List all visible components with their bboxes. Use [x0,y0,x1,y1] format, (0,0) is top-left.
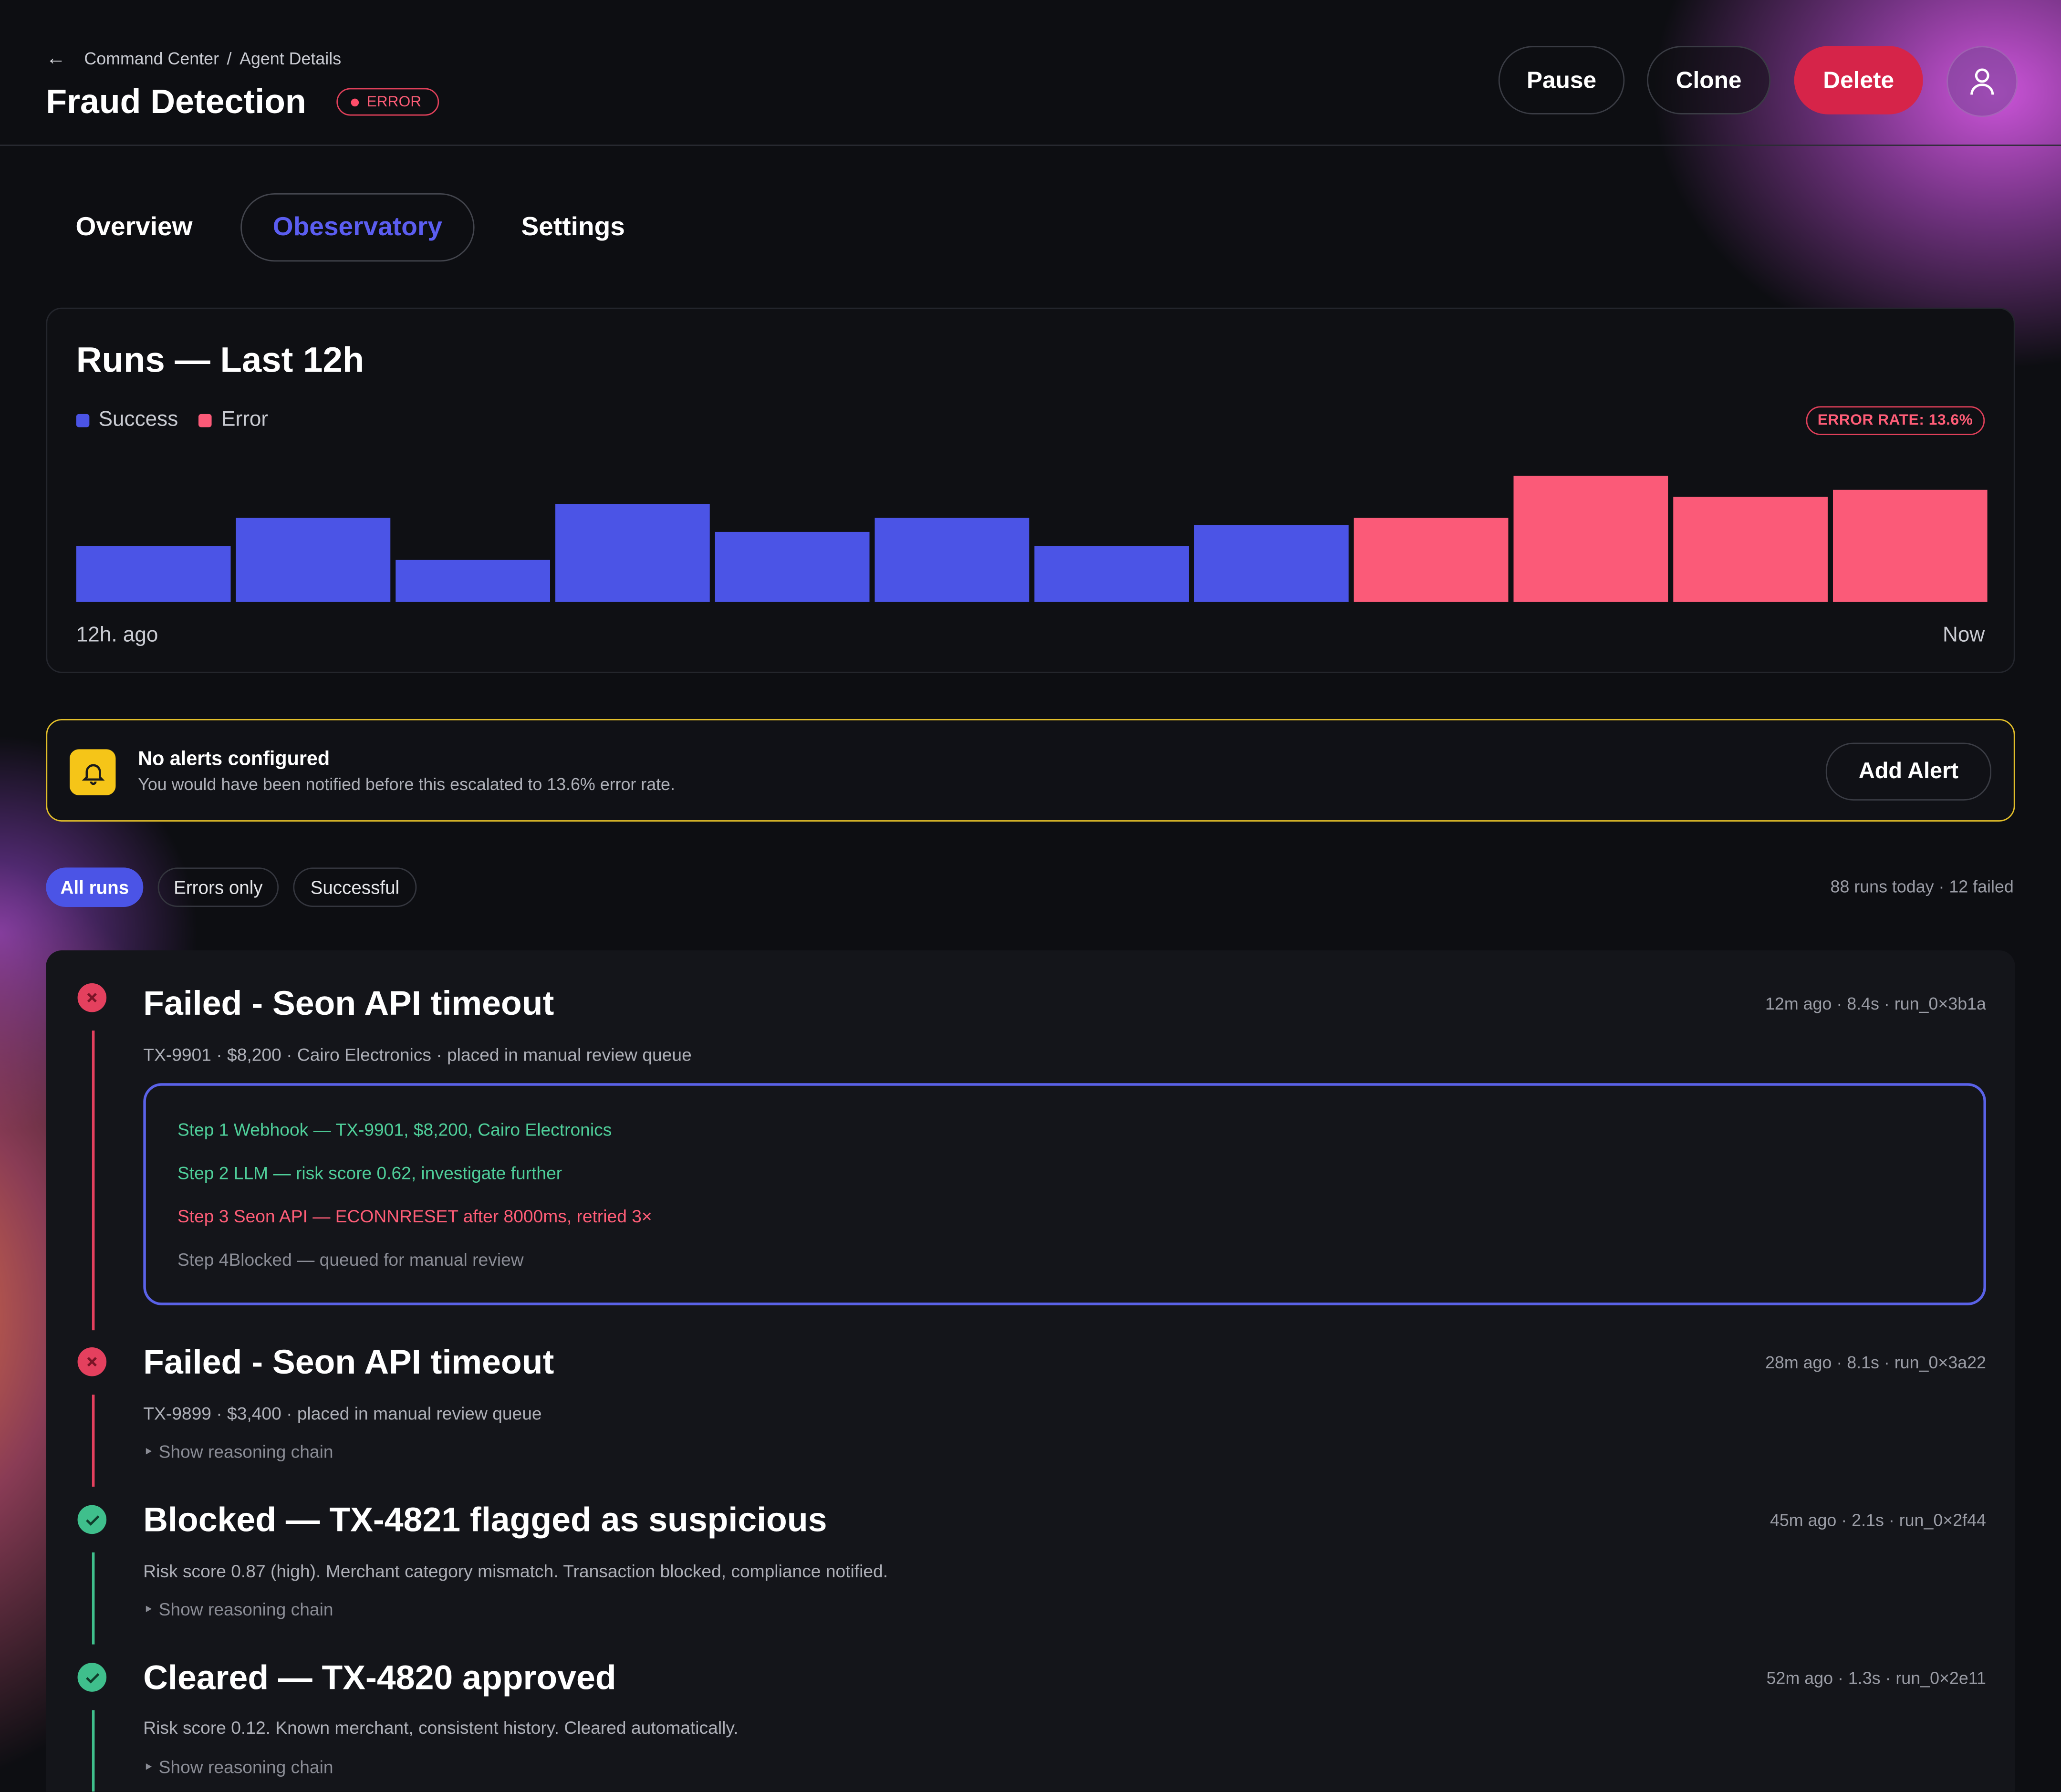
chart-bar-success [715,531,870,602]
chart-bar-success [555,504,710,602]
chart-bar-success [874,518,1030,602]
chart-title: Runs — Last 12h [76,340,364,380]
run-description: TX-9899 · $3,400 · placed in manual revi… [143,1404,542,1424]
runs-list [46,950,2015,1792]
alert-subtitle: You would have been notified before this… [138,774,675,794]
breadcrumb-separator: / [227,48,232,69]
show-reasoning-chain-link[interactable]: ‣ Show reasoning chain [143,1757,333,1777]
breadcrumb-item-command-center[interactable]: Command Center [84,48,219,69]
chart-bar-success [76,546,231,602]
status-badge: ERROR [336,88,438,116]
runs-summary: 88 runs today · 12 failed [1830,876,2014,896]
reasoning-step: Step 2 LLM — risk score 0.62, investigat… [177,1163,562,1183]
chart-bar-error [1673,497,1828,602]
failed-status-icon [77,1347,107,1376]
chart-bar-error [1513,476,1668,602]
error-rate-badge: ERROR RATE: 13.6% [1805,406,1985,435]
user-avatar[interactable] [1946,46,2018,117]
timeline-line [92,1030,95,1331]
tab-observatory[interactable]: Obeservatory [240,193,475,262]
chart-bar-success [1034,546,1189,602]
clone-button[interactable]: Clone [1647,46,1771,115]
run-description: Risk score 0.87 (high). Merchant categor… [143,1562,888,1582]
timeline-line [92,1552,95,1645]
status-badge-label: ERROR [366,94,422,110]
filter-chip-all-runs[interactable]: All runs [46,867,144,907]
chart-bar-error [1832,490,1988,602]
failed-status-icon [77,983,107,1012]
chart-bar-error [1353,518,1509,602]
reasoning-step: Step 3 Seon API — ECONNRESET after 8000m… [177,1207,652,1227]
run-title[interactable]: Failed - Seon API timeout [143,983,554,1023]
breadcrumb: ← Command Center / Agent Details [46,47,341,70]
alert-title: No alerts configured [138,748,330,771]
breadcrumb-item-agent-details: Agent Details [239,48,342,69]
tab-overview[interactable]: Overview [75,212,193,241]
success-status-icon [77,1663,107,1692]
timeline-line [92,1395,95,1487]
pause-button[interactable]: Pause [1498,46,1625,115]
runs-bar-chart [76,476,1988,602]
chart-legend: Success Error [76,409,289,433]
x-axis-end-label: Now [1942,624,1985,647]
run-description: Risk score 0.12. Known merchant, consist… [143,1718,739,1738]
show-reasoning-chain-link[interactable]: ‣ Show reasoning chain [143,1442,333,1462]
delete-button[interactable]: Delete [1794,46,1923,115]
filter-chip-successful[interactable]: Successful [293,867,417,907]
chart-bar-success [396,560,551,602]
run-title[interactable]: Blocked — TX-4821 flagged as suspicious [143,1500,827,1540]
run-title[interactable]: Failed - Seon API timeout [143,1342,554,1382]
timeline-line [92,1710,95,1792]
chart-bar-success [1194,525,1349,602]
legend-label: Success [98,408,178,431]
add-alert-button[interactable]: Add Alert [1825,742,1991,801]
reasoning-step: Step 1 Webhook — TX-9901, $8,200, Cairo … [177,1120,612,1140]
run-meta: 45m ago · 2.1s · run_0×2f44 [1770,1510,1986,1530]
bell-icon [70,749,116,795]
reasoning-step: Step 4Blocked — queued for manual review [177,1250,524,1270]
page-title: Fraud Detection [46,81,306,121]
run-description: TX-9901 · $8,200 · Cairo Electronics · p… [143,1045,692,1065]
legend-item-success: Success [76,409,178,433]
status-dot-icon [351,98,359,106]
run-meta: 12m ago · 8.4s · run_0×3b1a [1765,993,1986,1014]
x-axis-start-label: 12h. ago [76,624,158,647]
back-arrow-icon[interactable]: ← [46,47,66,70]
header-divider [0,145,2061,146]
legend-swatch [76,414,90,427]
legend-item-error: Error [199,409,268,433]
reasoning-chain-panel: Step 1 Webhook — TX-9901, $8,200, Cairo … [143,1083,1986,1305]
user-icon [1970,68,1994,95]
run-title[interactable]: Cleared — TX-4820 approved [143,1657,616,1697]
run-meta: 28m ago · 8.1s · run_0×3a22 [1765,1352,1986,1373]
legend-label: Error [221,408,269,431]
filter-chip-errors-only[interactable]: Errors only [157,867,279,907]
tab-settings[interactable]: Settings [521,212,625,241]
alert-banner: No alerts configured You would have been… [46,719,2015,822]
runs-chart-card: Runs — Last 12h Success Error ERROR RATE… [46,307,2015,673]
legend-swatch [199,414,212,427]
show-reasoning-chain-link[interactable]: ‣ Show reasoning chain [143,1599,333,1620]
run-meta: 52m ago · 1.3s · run_0×2e11 [1766,1668,1986,1688]
chart-bar-success [236,518,391,602]
success-status-icon [77,1505,107,1534]
